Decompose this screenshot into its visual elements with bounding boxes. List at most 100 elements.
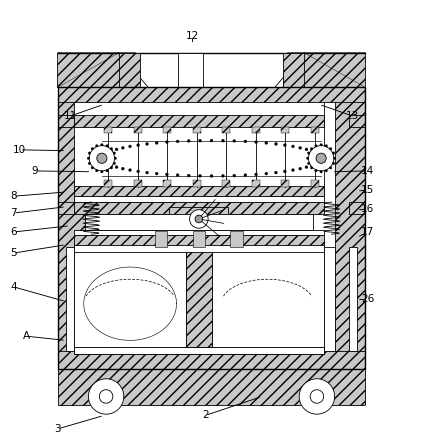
Circle shape xyxy=(165,140,168,144)
Circle shape xyxy=(316,153,326,163)
Bar xyxy=(310,127,319,133)
Circle shape xyxy=(320,171,322,173)
Bar xyxy=(335,99,365,369)
Bar xyxy=(74,186,324,196)
Bar xyxy=(169,207,228,231)
Text: 14: 14 xyxy=(361,166,374,176)
Circle shape xyxy=(291,169,294,171)
Bar xyxy=(104,127,113,133)
Circle shape xyxy=(110,150,113,152)
Circle shape xyxy=(319,159,322,162)
Circle shape xyxy=(176,140,179,143)
Text: 11: 11 xyxy=(63,111,77,121)
Bar xyxy=(212,247,324,351)
Bar xyxy=(58,351,365,369)
Circle shape xyxy=(306,157,309,159)
Circle shape xyxy=(195,215,203,223)
Bar xyxy=(324,247,335,351)
Bar xyxy=(192,180,201,187)
Circle shape xyxy=(110,148,113,150)
Bar xyxy=(74,247,186,351)
Bar xyxy=(85,214,313,230)
Circle shape xyxy=(275,143,277,145)
Text: 5: 5 xyxy=(10,248,16,258)
Bar xyxy=(74,196,324,202)
Circle shape xyxy=(222,139,225,142)
Circle shape xyxy=(317,153,320,156)
Circle shape xyxy=(88,379,124,414)
Circle shape xyxy=(129,145,132,148)
Circle shape xyxy=(91,167,93,169)
Bar xyxy=(192,127,201,133)
Circle shape xyxy=(106,144,108,147)
Circle shape xyxy=(314,152,317,154)
Circle shape xyxy=(310,150,313,152)
Circle shape xyxy=(244,174,247,177)
Bar xyxy=(58,115,74,127)
Bar xyxy=(163,127,171,133)
Circle shape xyxy=(165,173,168,176)
Circle shape xyxy=(299,167,302,170)
Bar xyxy=(349,115,365,127)
Bar xyxy=(349,202,365,214)
Circle shape xyxy=(129,169,132,171)
Text: 9: 9 xyxy=(31,166,38,176)
Circle shape xyxy=(101,171,103,173)
Circle shape xyxy=(283,144,286,147)
Circle shape xyxy=(88,162,91,165)
Bar xyxy=(66,247,74,351)
Circle shape xyxy=(89,146,115,171)
Circle shape xyxy=(155,141,158,144)
Bar xyxy=(58,369,365,405)
Circle shape xyxy=(87,157,90,159)
Bar xyxy=(58,99,88,369)
Circle shape xyxy=(233,174,236,177)
Circle shape xyxy=(332,162,335,165)
Circle shape xyxy=(187,174,190,177)
Circle shape xyxy=(137,170,140,173)
Bar xyxy=(178,53,203,87)
Circle shape xyxy=(176,174,179,177)
Circle shape xyxy=(97,153,107,163)
Circle shape xyxy=(291,145,294,148)
Circle shape xyxy=(96,144,98,147)
Bar xyxy=(281,180,289,187)
Circle shape xyxy=(332,152,335,154)
Text: 17: 17 xyxy=(361,227,374,237)
Circle shape xyxy=(310,390,324,403)
Circle shape xyxy=(210,175,213,178)
Polygon shape xyxy=(283,53,365,87)
Bar xyxy=(281,127,289,133)
Circle shape xyxy=(101,155,104,158)
Circle shape xyxy=(283,170,286,173)
Circle shape xyxy=(330,148,332,150)
Bar xyxy=(283,53,304,87)
Circle shape xyxy=(265,141,268,144)
Circle shape xyxy=(265,172,268,175)
Circle shape xyxy=(320,144,322,146)
Circle shape xyxy=(310,164,313,167)
Circle shape xyxy=(96,170,98,172)
Bar xyxy=(222,180,231,187)
Text: 26: 26 xyxy=(361,295,374,304)
Circle shape xyxy=(115,148,118,151)
Circle shape xyxy=(299,146,302,149)
Circle shape xyxy=(187,140,190,142)
Circle shape xyxy=(305,148,308,151)
Text: 15: 15 xyxy=(361,185,374,195)
Circle shape xyxy=(310,148,313,150)
Circle shape xyxy=(155,172,158,175)
Circle shape xyxy=(106,152,109,154)
Circle shape xyxy=(190,210,208,228)
Bar xyxy=(119,53,140,87)
Bar xyxy=(58,87,365,369)
Circle shape xyxy=(308,152,310,154)
Circle shape xyxy=(91,148,93,150)
Text: 8: 8 xyxy=(10,191,16,201)
Bar xyxy=(231,231,243,247)
Bar xyxy=(252,127,260,133)
Circle shape xyxy=(233,140,236,142)
Circle shape xyxy=(333,157,336,159)
Bar xyxy=(58,202,74,214)
Bar xyxy=(252,180,260,187)
